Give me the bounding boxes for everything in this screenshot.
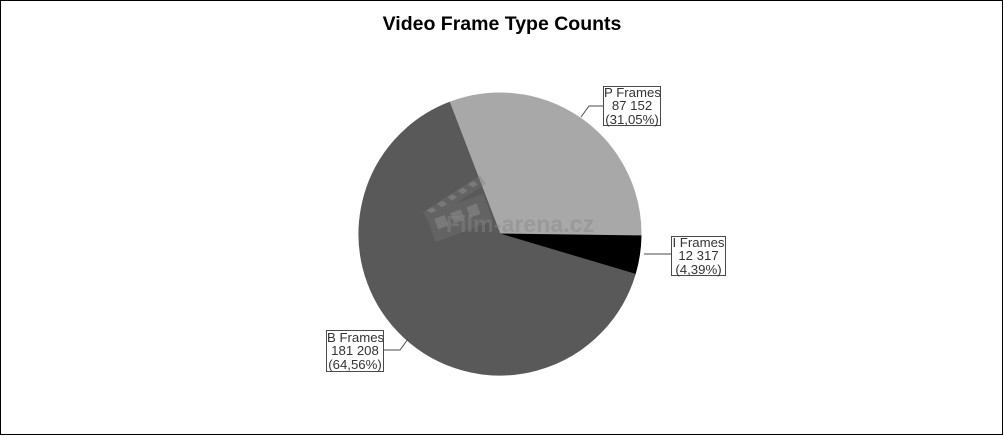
svg-text:Film-arena.cz: Film-arena.cz <box>446 211 594 237</box>
